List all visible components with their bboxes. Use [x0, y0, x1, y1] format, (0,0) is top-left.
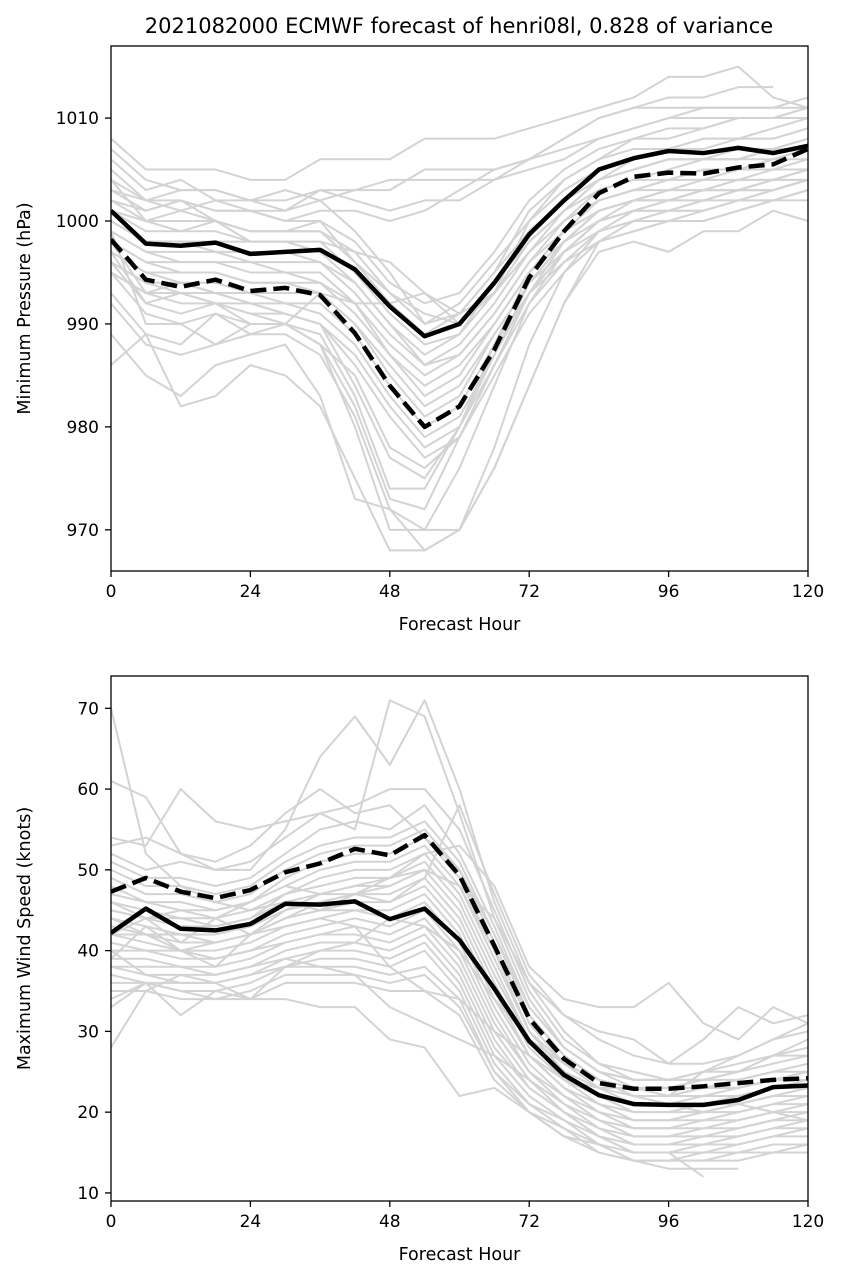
pressure-member-line-6: [111, 106, 808, 305]
wind-y-tick-label-4: 50: [77, 861, 99, 881]
wind-member-line-21: [111, 941, 808, 1154]
pressure-x-tick-label-3: 72: [518, 582, 540, 602]
pressure-y-tick-label-3: 1000: [56, 212, 99, 232]
pressure-member-line-27: [111, 178, 808, 531]
pressure-member-line-17: [111, 168, 808, 408]
wind-x-tick-label-2: 48: [379, 1212, 401, 1232]
wind-x-tick-label-0: 0: [106, 1212, 117, 1232]
pressure-y-tick-label-4: 1010: [56, 109, 99, 129]
pressure-solid-line: [111, 143, 808, 339]
wind-member-line-4: [111, 788, 808, 1081]
wind-member-line-25: [111, 981, 808, 1162]
wind-member-line-31: [111, 804, 808, 1065]
pressure-member-line-14: [111, 158, 808, 377]
wind-solid-line: [111, 899, 808, 1108]
pressure-member-line-26: [111, 178, 808, 511]
wind-member-line-22: [111, 949, 808, 1154]
wind-y-tick-label-5: 60: [77, 780, 99, 800]
wind-x-tick-label-4: 96: [658, 1212, 680, 1232]
pressure-y-axis-label: Minimum Pressure (hPa): [15, 202, 35, 414]
wind-panel: 0 24 48 72 96 120 10 20 30 40 50 60 70 Forecast Hour M…: [15, 675, 824, 1265]
wind-member-line-19: [111, 925, 808, 1146]
pressure-member-line-32: [111, 147, 808, 315]
wind-dashed-line: [111, 832, 808, 1091]
wind-member-line-24: [111, 973, 808, 1162]
wind-member-line-27: [111, 957, 705, 1178]
wind-member-line-26: [111, 981, 739, 1170]
wind-x-tick-label-5: 120: [792, 1212, 824, 1232]
wind-member-line-28: [111, 917, 808, 1122]
pressure-x-tick-label-1: 24: [240, 582, 262, 602]
wind-y-axis-label: Maximum Wind Speed (knots): [15, 807, 35, 1070]
pressure-member-line-11: [111, 147, 808, 356]
pressure-x-axis-label: Forecast Hour: [399, 615, 522, 635]
wind-plot-area: [111, 699, 808, 1178]
pressure-member-line-0: [111, 65, 808, 181]
pressure-plot-area: [111, 65, 808, 552]
pressure-member-line-18: [111, 178, 808, 418]
wind-member-line-32: [111, 917, 808, 1097]
wind-member-line-13: [111, 876, 808, 1122]
pressure-member-line-30: [111, 209, 808, 552]
figure-title: 2021082000 ECMWF forecast of henri08l, 0…: [145, 14, 773, 38]
pressure-y-tick-label-0: 970: [67, 521, 99, 541]
wind-y-tick-label-1: 20: [77, 1103, 99, 1123]
pressure-x-tick-label-2: 48: [379, 582, 401, 602]
wind-y-tick-label-2: 30: [77, 1022, 99, 1042]
wind-member-line-10: [111, 852, 808, 1106]
wind-x-axis-label: Forecast Hour: [399, 1245, 522, 1265]
wind-y-tick-label-6: 70: [77, 699, 99, 719]
wind-member-line-7: [111, 828, 808, 1097]
pressure-y-tick-label-2: 990: [67, 315, 99, 335]
wind-member-line-30: [111, 844, 808, 1041]
pressure-member-line-2: [111, 96, 808, 202]
pressure-y-tick-label-1: 980: [67, 418, 99, 438]
pressure-member-line-8: [111, 127, 808, 325]
wind-x-tick-label-3: 72: [518, 1212, 540, 1232]
pressure-dashed-line: [111, 146, 808, 430]
pressure-member-line-4: [111, 106, 808, 222]
pressure-member-line-7: [111, 127, 808, 325]
wind-y-tick-label-0: 10: [77, 1184, 99, 1204]
wind-member-line-11: [111, 860, 808, 1114]
pressure-panel: 0 24 48 72 96 120 970 980 990 1000 1010 Forecast Ho…: [15, 45, 824, 635]
pressure-x-tick-label-5: 120: [792, 582, 824, 602]
pressure-member-line-1: [111, 86, 774, 202]
pressure-x-tick-label-4: 96: [658, 582, 680, 602]
pressure-axes-frame: [110, 45, 809, 572]
wind-member-line-29: [111, 868, 808, 1065]
wind-axes-frame: [110, 675, 809, 1202]
wind-y-tick-label-3: 40: [77, 942, 99, 962]
pressure-member-line-15: [111, 168, 808, 387]
pressure-member-line-20: [111, 178, 808, 439]
pressure-x-tick-label-0: 0: [106, 582, 117, 602]
pressure-member-line-9: [111, 137, 808, 336]
wind-x-tick-label-1: 24: [240, 1212, 262, 1232]
wind-member-line-5: [111, 804, 808, 1089]
